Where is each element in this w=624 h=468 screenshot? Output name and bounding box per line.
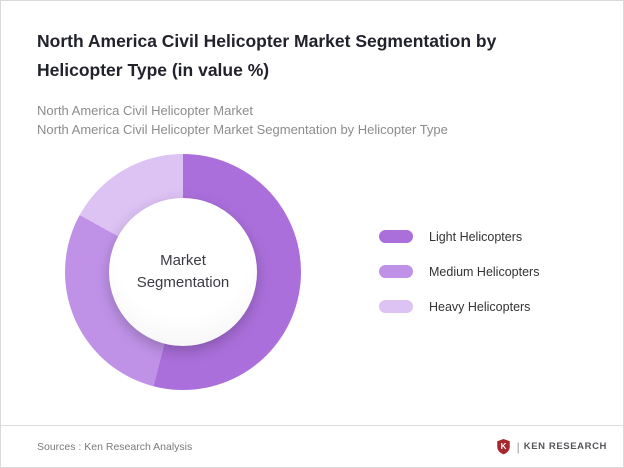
legend-swatch-heavy-helicopters bbox=[379, 300, 413, 314]
svg-text:K: K bbox=[500, 442, 506, 451]
report-content: North America Civil Helicopter Market Se… bbox=[1, 1, 623, 390]
donut-center-label: Market Segmentation bbox=[136, 252, 230, 291]
donut-center: Market Segmentation bbox=[109, 197, 257, 346]
legend-item-heavy-helicopters: Heavy Helicopters bbox=[379, 300, 539, 314]
page-title-line-2: Helicopter Type (in value %) bbox=[37, 59, 270, 80]
ken-research-logo: K | KEN RESEARCH bbox=[496, 438, 607, 455]
chart-legend: Light Helicopters Medium Helicopters Hea… bbox=[379, 230, 539, 314]
legend-item-light-helicopters: Light Helicopters bbox=[379, 230, 539, 244]
ken-research-shield-icon: K bbox=[496, 439, 510, 455]
page-title-line-1: North America Civil Helicopter Market Se… bbox=[37, 31, 497, 51]
subtitle-block: North America Civil Helicopter Market No… bbox=[37, 101, 589, 140]
legend-item-medium-helicopters: Medium Helicopters bbox=[379, 265, 539, 279]
subtitle-line-1: North America Civil Helicopter Market bbox=[37, 102, 254, 118]
legend-label-medium-helicopters: Medium Helicopters bbox=[429, 264, 540, 279]
subtitle-line-2: North America Civil Helicopter Market Se… bbox=[37, 122, 448, 138]
legend-swatch-light-helicopters bbox=[379, 230, 413, 244]
page-title: North America Civil Helicopter Market Se… bbox=[37, 27, 589, 85]
logo-divider: | bbox=[516, 439, 520, 454]
donut-chart: Market Segmentation bbox=[65, 153, 301, 390]
source-note: Sources : Ken Research Analysis bbox=[37, 440, 193, 453]
logo-text: KEN RESEARCH bbox=[523, 441, 607, 452]
legend-label-light-helicopters: Light Helicopters bbox=[429, 229, 523, 244]
footer: Sources : Ken Research Analysis K | KEN … bbox=[1, 425, 623, 467]
legend-label-heavy-helicopters: Heavy Helicopters bbox=[429, 299, 531, 314]
chart-area: Market Segmentation Light Helicopters Me… bbox=[37, 153, 589, 390]
legend-swatch-medium-helicopters bbox=[379, 265, 413, 279]
